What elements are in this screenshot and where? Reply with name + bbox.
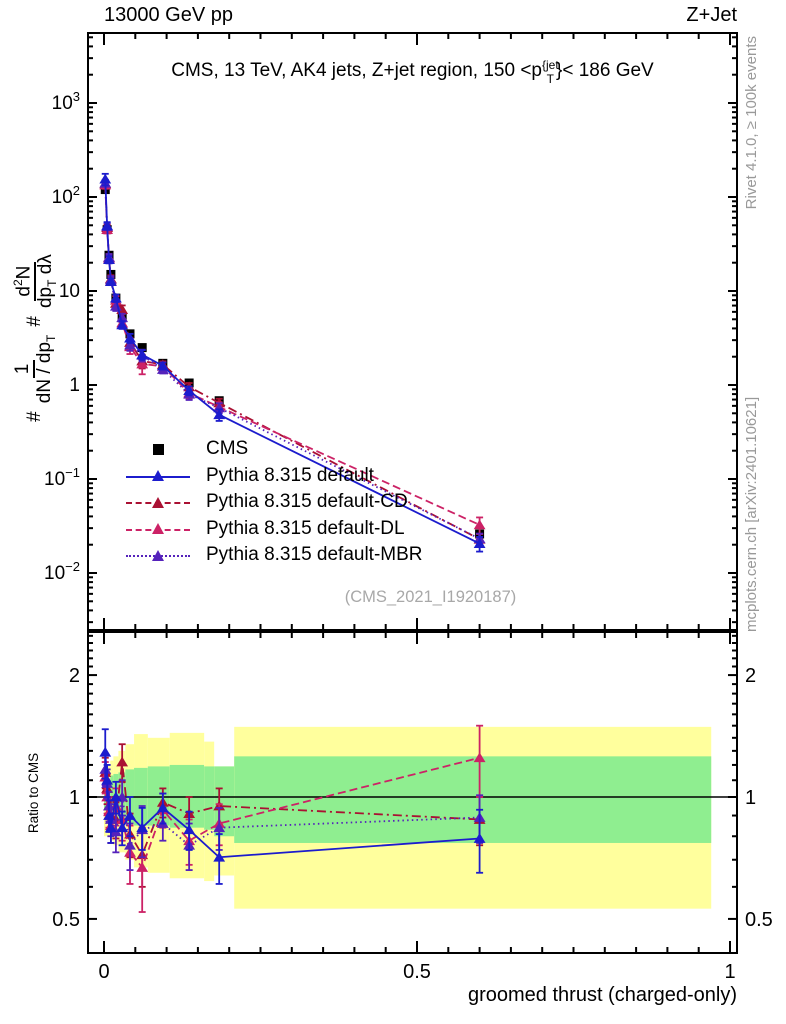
x-tick-label: 0 xyxy=(98,961,109,983)
den1-sub: T xyxy=(43,334,58,342)
beam-energy-label: 13000 GeV pp xyxy=(104,4,233,26)
ratio-band-green xyxy=(147,766,170,826)
den2-pre: dp xyxy=(34,286,56,309)
y-formula-den1: dN / dpT xyxy=(33,331,58,408)
legend-item-cd: Pythia 8.315 default-CD xyxy=(122,489,423,516)
legend-label-cms: CMS xyxy=(206,438,249,460)
series-default-main xyxy=(99,172,486,553)
den2-post: dλ xyxy=(34,254,56,280)
x-axis-labels: 0 0.5 1 xyxy=(98,961,735,983)
ratio-y-tick-label-right: 0.5 xyxy=(745,909,773,931)
y-formula-num2: d2N xyxy=(10,261,36,301)
y-formula-hash2: # xyxy=(24,316,45,327)
dl-triangle-marker-icon xyxy=(122,523,194,535)
y-formula-hash1: # xyxy=(24,411,45,422)
main-y-tick-label: 10 xyxy=(59,281,80,302)
y-formula-frac1: 1 dN / dpT xyxy=(12,331,58,408)
legend: CMS Pythia 8.315 default Pythia 8.315 defa… xyxy=(122,436,423,569)
ratio-band-green xyxy=(234,756,712,843)
panel-title-pre: CMS, 13 TeV, AK4 jets, Z+jet region, 150… xyxy=(171,60,542,81)
num2-pre: d xyxy=(13,286,34,297)
panel-title: CMS, 13 TeV, AK4 jets, Z+jet region, 150… xyxy=(92,58,733,86)
x-axis-ticks xyxy=(103,33,731,45)
main-frame xyxy=(87,32,738,631)
analysis-id-watermark: (CMS_2021_I1920187) xyxy=(344,588,517,606)
ratio-y-axis: 2 2 1 1 0.5 0.5 xyxy=(52,634,773,931)
cd-triangle-marker-icon xyxy=(122,496,194,508)
panel-title-post: }< 186 GeV xyxy=(556,60,654,81)
legend-item-cms: CMS xyxy=(122,436,423,463)
x-axis-ticks xyxy=(103,632,731,644)
ratio-y-tick-label-right: 1 xyxy=(745,787,756,809)
default-triangle-marker-icon xyxy=(122,470,194,482)
legend-label-dl: Pythia 8.315 default-DL xyxy=(206,517,405,539)
mcplots-arxiv-note: mcplots.cern.ch [arXiv:2401.10621] xyxy=(742,396,760,632)
mbr-triangle-marker-icon xyxy=(122,549,194,561)
legend-label-mbr: Pythia 8.315 default-MBR xyxy=(206,544,423,566)
legend-label-default: Pythia 8.315 default xyxy=(206,464,374,486)
panel-title-sub: T xyxy=(546,72,555,86)
legend-square-glyph xyxy=(152,443,164,455)
legend-item-mbr: Pythia 8.315 default-MBR xyxy=(122,542,423,569)
den1-pre: dN / dp xyxy=(33,341,55,404)
legend-triangle-glyph xyxy=(152,523,164,535)
main-y-tick-label: 1 xyxy=(69,375,80,396)
legend-triangle-glyph xyxy=(152,470,164,482)
main-y-tick-label: 10−1 xyxy=(44,465,80,490)
y-formula-den2: dpT dλ xyxy=(34,250,59,312)
ratio-y-tick-label-left: 0.5 xyxy=(52,909,80,931)
ratio-y-tick-label-right: 2 xyxy=(745,665,756,687)
ratio-frame xyxy=(87,631,738,954)
ratio-y-tick-label-left: 2 xyxy=(69,665,80,687)
rivet-version-note: Rivet 4.1.0, ≥ 100k events xyxy=(742,36,760,210)
legend-label-cd: Pythia 8.315 default-CD xyxy=(206,491,408,513)
ratio-y-axis-label: Ratio to CMS xyxy=(25,752,41,834)
legend-item-dl: Pythia 8.315 default-DL xyxy=(122,516,423,543)
ratio-y-tick-label-left: 1 xyxy=(69,787,80,809)
x-tick-label: 0.5 xyxy=(403,961,431,983)
legend-triangle-glyph xyxy=(152,496,164,508)
series-default-ratio xyxy=(99,728,486,885)
x-axis-label: groomed thrust (charged-only) xyxy=(467,984,737,1006)
cms-square-marker-icon xyxy=(122,443,194,455)
num2-post: N xyxy=(13,265,34,280)
x-tick-label: 1 xyxy=(724,961,735,983)
y-formula-num1: 1 xyxy=(12,359,35,379)
legend-item-default: Pythia 8.315 default xyxy=(122,463,423,490)
main-y-axis-label: # 1 dN / dpT # d2N dpT dλ xyxy=(4,38,66,630)
legend-triangle-glyph xyxy=(152,549,164,561)
x-axis-ticks xyxy=(103,941,731,953)
process-label: Z+Jet xyxy=(686,4,737,26)
panel-title-sup: {jet xyxy=(541,58,559,72)
den2-sub: T xyxy=(44,279,59,287)
x-axis-ticks xyxy=(103,618,731,630)
num2-sup: 2 xyxy=(10,279,25,287)
ratio-band-green xyxy=(204,766,215,830)
y-formula-frac2: d2N dpT dλ xyxy=(10,250,59,312)
